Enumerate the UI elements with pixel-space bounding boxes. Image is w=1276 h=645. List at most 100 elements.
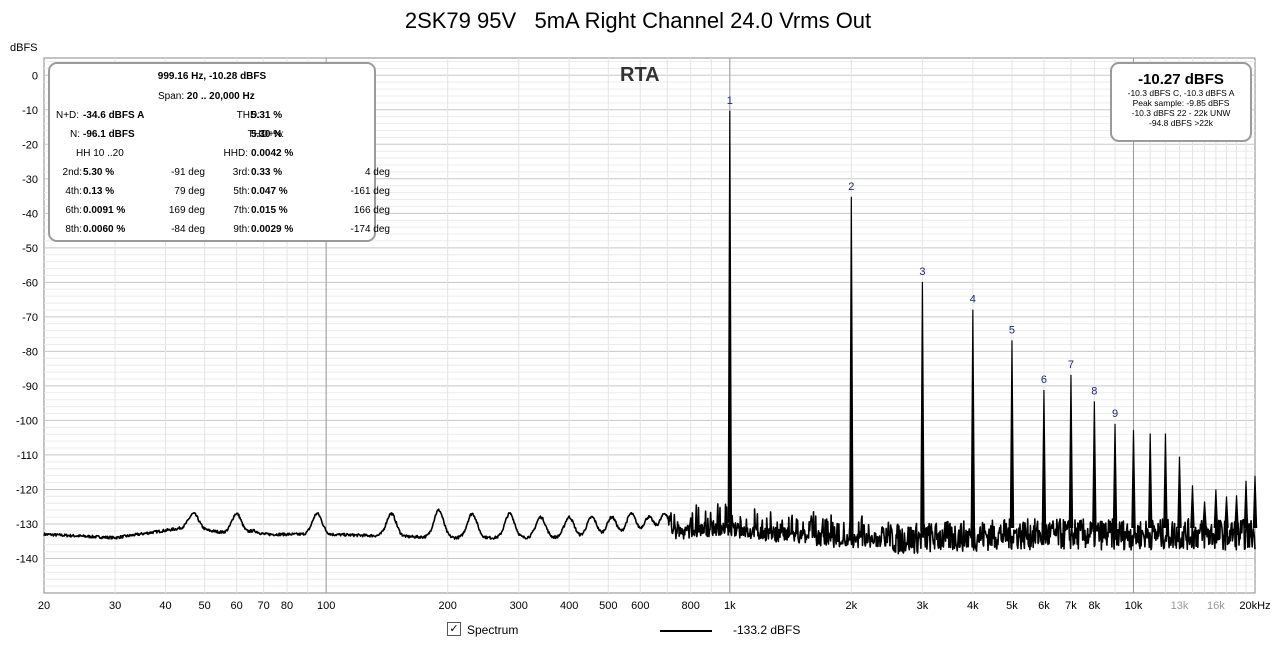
harmonic-number-label: 3	[919, 266, 925, 278]
harmonic-value: 0.0091 %	[83, 205, 126, 216]
hh-range-label: HH 10 ..20	[76, 148, 124, 159]
harmonic-number-label: 9	[1112, 408, 1118, 420]
harmonic-phase: 79 deg	[174, 186, 205, 197]
chart-legend: ✓ Spectrum -133.2 dBFS	[0, 620, 1276, 640]
peak-line: Peak sample: -9.85 dBFS	[1132, 98, 1230, 108]
harmonic-value: 0.13 %	[83, 186, 115, 197]
harmonic-label: 8th:	[65, 224, 82, 235]
spur-peak	[1252, 475, 1258, 529]
harmonic-phase: -161 deg	[350, 186, 390, 197]
y-tick-label: 0	[32, 70, 38, 82]
spur-peak	[1147, 433, 1153, 529]
x-tick-label: 2k	[846, 600, 858, 612]
peak-line: -10.3 dBFS 22 - 22k UNW	[1131, 108, 1231, 118]
y-tick-label: -20	[22, 139, 38, 151]
thd-value: 5.31 %	[251, 110, 283, 121]
x-tick-label: 13k	[1171, 600, 1189, 612]
thdn-value: 5.30 %	[251, 129, 283, 140]
y-tick-label: -50	[22, 243, 38, 255]
y-tick-label: -100	[16, 415, 38, 427]
spectrum-checkbox[interactable]: ✓	[447, 622, 461, 636]
harmonic-number-label: 6	[1041, 374, 1047, 386]
harmonic-peak	[849, 196, 854, 535]
x-tick-label: 7k	[1065, 600, 1077, 612]
harmonic-peak	[1068, 374, 1074, 529]
harmonic-value: 0.0029 %	[251, 224, 294, 235]
spur-peak	[1190, 485, 1195, 529]
spur-peak	[1234, 495, 1239, 529]
x-tick-label: 8k	[1089, 600, 1101, 612]
harmonic-label: 2nd:	[62, 167, 82, 178]
spur-peak	[1202, 501, 1207, 529]
spur-peak	[1224, 496, 1229, 529]
span-row: Span: 20 .. 20,000 Hz	[158, 91, 255, 102]
y-tick-label: -40	[22, 208, 38, 220]
harmonic-label: 3rd:	[232, 167, 250, 178]
rta-annotation: RTA	[620, 64, 660, 86]
harmonic-number-label: 5	[1009, 324, 1015, 336]
peak-level-panel[interactable]: -10.27 dBFS -10.3 dBFS C, -10.3 dBFS A P…	[1110, 62, 1252, 142]
x-tick-label: 3k	[917, 600, 929, 612]
legend-line-swatch	[660, 630, 712, 632]
hhd-value: 0.0042 %	[251, 148, 294, 159]
harmonic-phase: 169 deg	[168, 205, 205, 216]
spur-peak	[1163, 433, 1168, 529]
peak-line: -10.3 dBFS C, -10.3 dBFS A	[1127, 88, 1235, 98]
harmonic-value: 0.047 %	[251, 186, 288, 197]
nd-value: -34.6 dBFS A	[83, 110, 145, 121]
x-tick-label: 10k	[1125, 600, 1143, 612]
spur-peak	[1243, 480, 1249, 529]
y-tick-label: -110	[17, 450, 38, 462]
y-tick-label: -80	[22, 346, 38, 358]
x-tick-label: 5k	[1006, 600, 1018, 612]
y-tick-label: -60	[22, 277, 38, 289]
y-tick-label: -90	[22, 381, 38, 393]
harmonic-peak	[1041, 390, 1047, 529]
y-tick-label: -70	[22, 312, 38, 324]
x-tick-label: 30	[109, 600, 121, 612]
x-tick-label: 800	[682, 600, 700, 612]
x-tick-label: 80	[281, 600, 293, 612]
spur-peak	[1177, 456, 1182, 529]
harmonic-label: 5th:	[233, 186, 250, 197]
x-tick-label: 200	[438, 600, 456, 612]
harmonic-value: 5.30 %	[83, 167, 115, 178]
harmonic-label: 4th:	[65, 186, 82, 197]
harmonic-number-label: 1	[727, 95, 733, 107]
x-tick-label: 300	[510, 600, 528, 612]
x-tick-label: 6k	[1038, 600, 1050, 612]
harmonic-peak	[727, 110, 733, 523]
x-tick-label: 600	[631, 600, 649, 612]
hhd-label: HHD:	[223, 148, 248, 159]
harmonic-number-label: 4	[970, 294, 976, 306]
distortion-stats-panel[interactable]: 999.16 Hz, -10.28 dBFS Span: 20 .. 20,00…	[48, 62, 390, 242]
x-tick-label: 4k	[967, 600, 979, 612]
y-tick-label: -140	[16, 553, 38, 565]
harmonic-phase: -91 deg	[171, 167, 205, 178]
harmonic-peak	[920, 282, 925, 532]
x-tick-label: 50	[199, 600, 211, 612]
harmonic-number-label: 8	[1091, 385, 1097, 397]
legend-series-value: -133.2 dBFS	[733, 623, 801, 637]
thdn-label: THD+N:	[247, 129, 284, 140]
x-tick-label: 400	[560, 600, 578, 612]
spectrum-trace	[43, 503, 1256, 555]
spur-peak	[1213, 489, 1219, 529]
harmonic-value: 0.0060 %	[83, 224, 126, 235]
legend-series-label: Spectrum	[467, 623, 519, 637]
x-tick-label: 1k	[724, 600, 736, 612]
harmonic-value: 0.015 %	[251, 205, 288, 216]
harmonic-value: 0.33 %	[251, 167, 283, 178]
harmonic-peak	[1009, 340, 1015, 529]
x-tick-label: 16k	[1207, 600, 1225, 612]
x-tick-label: 500	[599, 600, 617, 612]
chart-title: 2SK79 95V 5mA Right Channel 24.0 Vrms Ou…	[404, 8, 872, 33]
x-tick-label: 20	[38, 600, 50, 612]
peak-line: -94.8 dBFS >22k	[1148, 118, 1214, 128]
y-tick-label: -10	[22, 105, 38, 117]
harmonic-label: 6th:	[65, 205, 82, 216]
y-tick-label: -130	[16, 519, 38, 531]
x-tick-label: 60	[230, 600, 242, 612]
harmonic-label: 7th:	[233, 205, 250, 216]
stats-header: 999.16 Hz, -10.28 dBFS	[157, 71, 267, 82]
